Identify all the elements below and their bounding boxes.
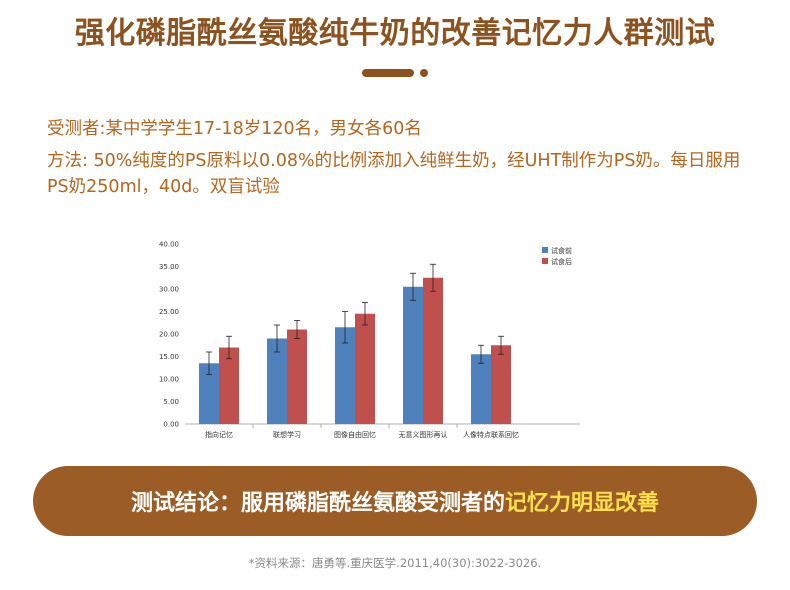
bar	[471, 354, 491, 424]
y-axis: 0.00 5.00 10.00 15.00 20.00 25.00 30.00 35.00 40…	[159, 241, 580, 429]
y-tick-label: 20.00	[159, 331, 179, 339]
x-category-label: 无意义图形再认	[399, 430, 448, 439]
page-title: 强化磷脂酰丝氨酸纯牛奶的改善记忆力人群测试	[74, 16, 716, 51]
legend-swatch	[542, 258, 548, 264]
x-category-label: 指向记忆	[205, 430, 233, 439]
legend-label: 试食前	[551, 246, 572, 255]
source-citation: *资料来源：唐勇等.重庆医学.2011,40(30):3022-3026.	[248, 556, 542, 570]
decoration-dot	[420, 69, 428, 77]
bars	[199, 263, 511, 424]
bar	[287, 329, 307, 424]
conclusion-banner: 测试结论：服用磷脂酰丝氨酸受测者的 记忆力明显改善	[33, 466, 757, 536]
y-tick-label: 30.00	[159, 286, 179, 294]
y-tick-label: 35.00	[159, 263, 179, 271]
legend-swatch	[542, 247, 548, 253]
x-category-label: 图像自由回忆	[334, 430, 376, 439]
bar-chart: 0.00 5.00 10.00 15.00 20.00 25.00 30.00 35.00 40…	[140, 232, 590, 452]
subjects-text: 受测者:某中学学生17-18岁120名，男女各60名	[47, 119, 422, 139]
y-tick-label: 40.00	[159, 241, 179, 249]
x-category-label: 人像特点联系回忆	[463, 430, 519, 439]
conclusion-text: 测试结论：服用磷脂酰丝氨酸受测者的	[130, 491, 505, 516]
y-tick-label: 25.00	[159, 308, 179, 316]
bar	[491, 345, 511, 424]
conclusion-highlight: 记忆力明显改善	[505, 491, 660, 516]
bar-chart-svg: 0.00 5.00 10.00 15.00 20.00 25.00 30.00 35.00 40…	[159, 241, 580, 439]
y-tick-label: 0.00	[163, 421, 179, 429]
bar	[219, 347, 239, 424]
legend-label: 试食后	[551, 257, 572, 266]
bar	[199, 363, 219, 424]
y-tick-label: 10.00	[159, 376, 179, 384]
x-category-label: 联想学习	[273, 430, 301, 439]
bar	[423, 277, 443, 424]
method-text: 方法: 50%纯度的PS原料以0.08%的比例添加入纯鲜生奶，经UHT制作为PS…	[47, 151, 741, 197]
bar	[355, 313, 375, 424]
y-tick-label: 15.00	[159, 353, 179, 361]
bar	[403, 286, 423, 424]
bar	[335, 327, 355, 424]
bar	[267, 338, 287, 424]
decoration-bar	[362, 69, 414, 77]
title-decoration	[0, 66, 790, 80]
x-axis: 指向记忆 联想学习 图像自由回忆 无意义图形再认 人像特点联系回忆	[205, 424, 519, 439]
y-tick-label: 5.00	[163, 398, 179, 406]
